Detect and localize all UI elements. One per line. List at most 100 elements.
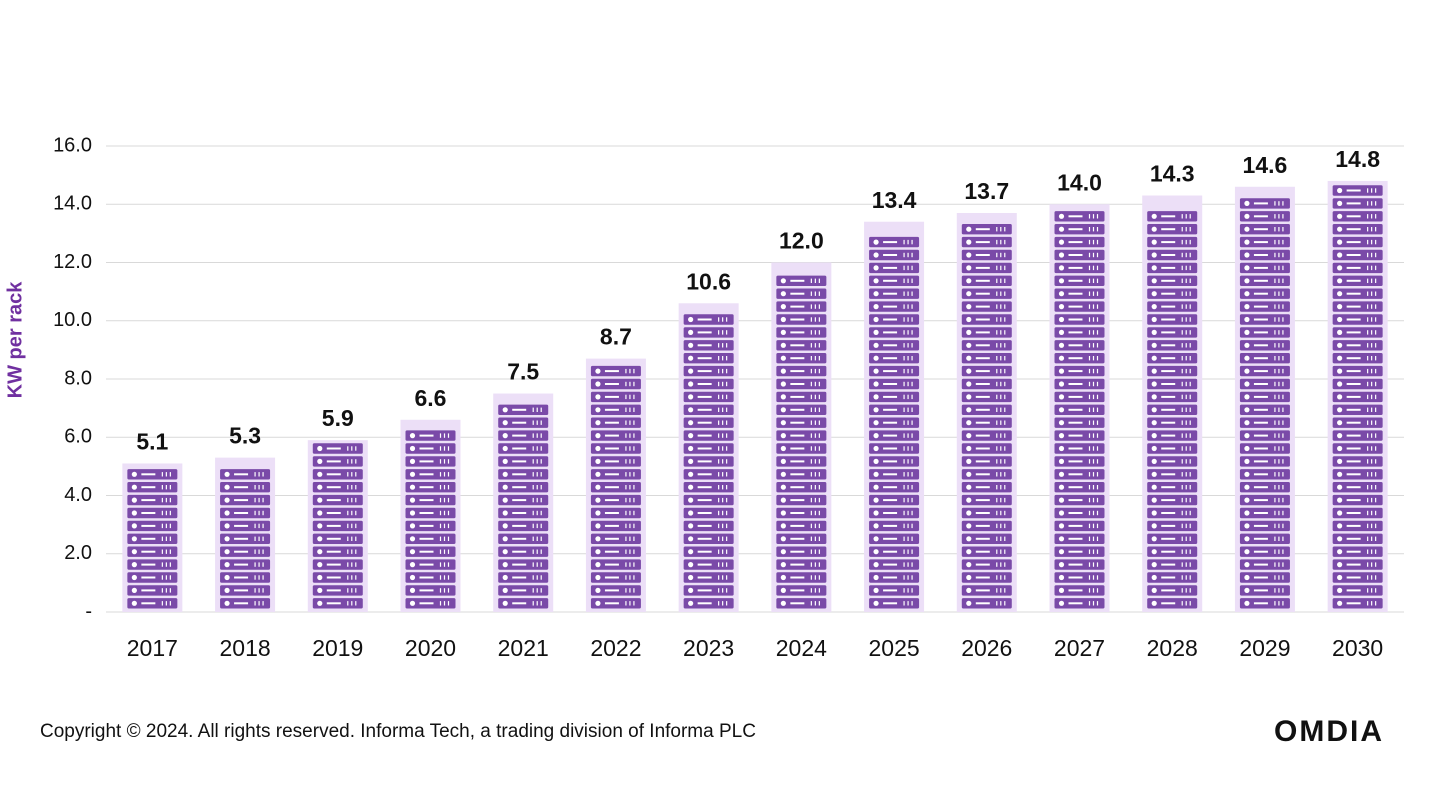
rack-led xyxy=(409,549,416,555)
rack-led xyxy=(1244,471,1250,477)
rack-led xyxy=(1058,510,1065,516)
rack-led xyxy=(688,510,694,516)
rack-led xyxy=(131,536,137,542)
rack-led xyxy=(966,291,972,297)
rack-led xyxy=(224,510,230,516)
rack-led xyxy=(966,304,972,310)
rack-led xyxy=(224,600,230,606)
rack-led xyxy=(1058,213,1065,219)
rack-led xyxy=(1337,316,1343,323)
rack-led xyxy=(1058,329,1065,335)
rack-led xyxy=(317,458,323,464)
rack-led xyxy=(1337,265,1343,271)
rack-led xyxy=(502,549,508,555)
rack-led xyxy=(317,562,323,568)
rack-led xyxy=(966,342,972,348)
rack-led xyxy=(873,587,879,594)
rack-led xyxy=(1337,445,1343,452)
rack-led xyxy=(502,445,508,452)
rack-led xyxy=(1337,278,1343,284)
rack-led xyxy=(688,368,694,374)
rack-led xyxy=(966,484,972,490)
y-tick-label: 12.0 xyxy=(53,251,92,273)
rack-led xyxy=(780,600,786,606)
rack-led xyxy=(1244,497,1250,503)
rack-led xyxy=(595,394,601,400)
rack-led xyxy=(1151,484,1157,490)
rack-led xyxy=(1151,536,1157,542)
y-tick-label: 16.0 xyxy=(53,134,92,156)
rack-led xyxy=(1244,291,1250,297)
rack-led xyxy=(131,510,137,516)
rack-led xyxy=(780,510,786,516)
rack-led xyxy=(1337,458,1343,464)
x-tick-label: 2029 xyxy=(1239,635,1290,661)
rack-led xyxy=(1058,381,1065,387)
x-tick-label: 2023 xyxy=(683,635,734,661)
rack-led xyxy=(595,407,601,413)
rack-led xyxy=(966,536,972,542)
rack-led xyxy=(409,433,416,439)
rack-led xyxy=(1244,200,1250,206)
rack-led xyxy=(966,368,972,374)
rack-led xyxy=(1244,510,1250,516)
rack-led xyxy=(409,484,416,490)
rack-led xyxy=(966,407,972,413)
rack-led xyxy=(317,574,323,581)
rack-led xyxy=(688,394,694,400)
rack-led xyxy=(966,226,972,232)
rack-led xyxy=(131,574,137,581)
rack-led xyxy=(873,536,879,542)
rack-led xyxy=(1058,562,1065,568)
rack-led xyxy=(1337,226,1343,232)
rack-led xyxy=(1151,420,1157,426)
rack-led xyxy=(502,433,508,439)
rack-led xyxy=(1337,252,1343,258)
rack-led xyxy=(131,549,137,555)
rack-led xyxy=(1244,304,1250,310)
rack-led xyxy=(1244,329,1250,335)
rack-led xyxy=(966,600,972,606)
rack-led xyxy=(1337,213,1343,219)
rack-led xyxy=(595,574,601,581)
rack-led xyxy=(502,471,508,477)
rack-led xyxy=(873,433,879,439)
rack-led xyxy=(1058,304,1065,310)
rack-led xyxy=(966,497,972,503)
rack-led xyxy=(780,562,786,568)
rack-led xyxy=(1244,368,1250,374)
rack-led xyxy=(1151,368,1157,374)
rack-led xyxy=(780,433,786,439)
rack-led xyxy=(873,445,879,452)
value-label: 7.5 xyxy=(507,359,539,385)
rack-led xyxy=(131,523,137,529)
rack-led xyxy=(409,471,416,477)
rack-led xyxy=(1058,355,1065,361)
rack-led xyxy=(966,445,972,452)
x-tick-label: 2026 xyxy=(961,635,1012,661)
x-tick-label: 2017 xyxy=(127,635,178,661)
rack-led xyxy=(688,445,694,452)
rack-led xyxy=(1337,200,1343,206)
rack-led xyxy=(688,562,694,568)
rack-led xyxy=(317,587,323,594)
rack-led xyxy=(1151,445,1157,452)
y-tick-label: 4.0 xyxy=(64,484,92,506)
rack-led xyxy=(595,445,601,452)
rack-led xyxy=(780,523,786,529)
rack-led xyxy=(1058,394,1065,400)
value-label: 14.8 xyxy=(1335,146,1380,172)
rack-led xyxy=(1151,407,1157,413)
x-tick-label: 2030 xyxy=(1332,635,1383,661)
rack-led xyxy=(873,510,879,516)
value-label: 5.1 xyxy=(136,429,168,455)
rack-led xyxy=(1244,600,1250,606)
rack-led xyxy=(966,458,972,464)
rack-led xyxy=(966,471,972,477)
x-tick-label: 2022 xyxy=(590,635,641,661)
rack-led xyxy=(873,239,879,245)
rack-led xyxy=(966,329,972,335)
value-label: 13.4 xyxy=(872,187,917,213)
rack-led xyxy=(688,574,694,581)
rack-led xyxy=(688,381,694,387)
